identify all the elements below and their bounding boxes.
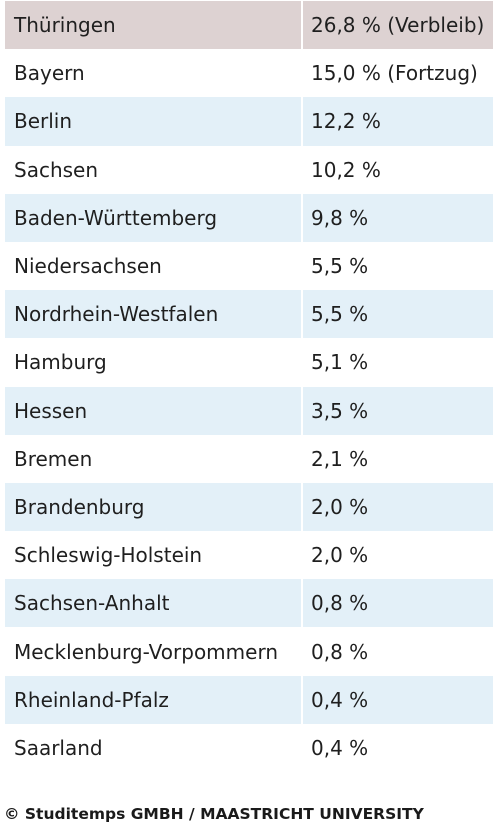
table-row: Berlin 12,2 %	[5, 97, 493, 146]
state-percentage: 0,8 %	[301, 627, 493, 676]
state-name: Rheinland-Pfalz	[5, 675, 302, 724]
state-percentage: 10,2 %	[301, 145, 493, 194]
state-percentage: 15,0 % (Fortzug)	[301, 49, 493, 98]
state-percentage: 5,5 %	[301, 241, 493, 291]
state-share-table: Thüringen 26,8 % (Verbleib) Bayern 15,0 …	[5, 1, 493, 772]
state-percentage: 5,1 %	[301, 338, 493, 387]
state-name: Saarland	[5, 723, 302, 772]
state-name: Bayern	[5, 49, 302, 98]
table-row: Sachsen-Anhalt 0,8 %	[5, 579, 493, 628]
table-row: Mecklenburg-Vorpommern 0,8 %	[5, 627, 493, 676]
state-name: Sachsen	[5, 145, 302, 194]
state-percentage: 0,8 %	[301, 579, 493, 628]
state-percentage: 0,4 %	[301, 723, 493, 772]
state-percentage: 2,1 %	[301, 434, 493, 483]
state-percentage: 2,0 %	[301, 482, 493, 532]
state-name: Nordrhein-Westfalen	[5, 290, 302, 339]
table-row: Schleswig-Holstein 2,0 %	[5, 531, 493, 580]
state-name: Hessen	[5, 386, 302, 435]
table-row: Hamburg 5,1 %	[5, 338, 493, 387]
state-name: Thüringen	[5, 1, 302, 50]
table-row: Baden-Württemberg 9,8 %	[5, 193, 493, 242]
state-name: Berlin	[5, 97, 302, 146]
state-percentage: 26,8 % (Verbleib)	[301, 1, 493, 50]
state-name: Bremen	[5, 434, 302, 483]
table-row: Brandenburg 2,0 %	[5, 482, 493, 532]
table-row: Bremen 2,1 %	[5, 434, 493, 483]
table-row: Niedersachsen 5,5 %	[5, 241, 493, 291]
table-row-thueringen: Thüringen 26,8 % (Verbleib)	[5, 1, 493, 50]
state-name: Mecklenburg-Vorpommern	[5, 627, 302, 676]
state-name: Brandenburg	[5, 482, 302, 532]
state-name: Hamburg	[5, 338, 302, 387]
state-percentage: 0,4 %	[301, 675, 493, 724]
state-percentage: 3,5 %	[301, 386, 493, 435]
table-row: Sachsen 10,2 %	[5, 145, 493, 194]
state-name: Niedersachsen	[5, 241, 302, 291]
state-name: Sachsen-Anhalt	[5, 579, 302, 628]
state-percentage: 9,8 %	[301, 193, 493, 242]
copyright-credit: © Studitemps GMBH / MAASTRICHT UNIVERSIT…	[4, 805, 424, 823]
table-row: Rheinland-Pfalz 0,4 %	[5, 675, 493, 724]
state-name: Baden-Württemberg	[5, 193, 302, 242]
state-percentage: 5,5 %	[301, 290, 493, 339]
state-percentage: 12,2 %	[301, 97, 493, 146]
state-name: Schleswig-Holstein	[5, 531, 302, 580]
table-row: Saarland 0,4 %	[5, 723, 493, 772]
table-row: Nordrhein-Westfalen 5,5 %	[5, 290, 493, 339]
state-percentage: 2,0 %	[301, 531, 493, 580]
table-row: Bayern 15,0 % (Fortzug)	[5, 49, 493, 98]
table-row: Hessen 3,5 %	[5, 386, 493, 435]
